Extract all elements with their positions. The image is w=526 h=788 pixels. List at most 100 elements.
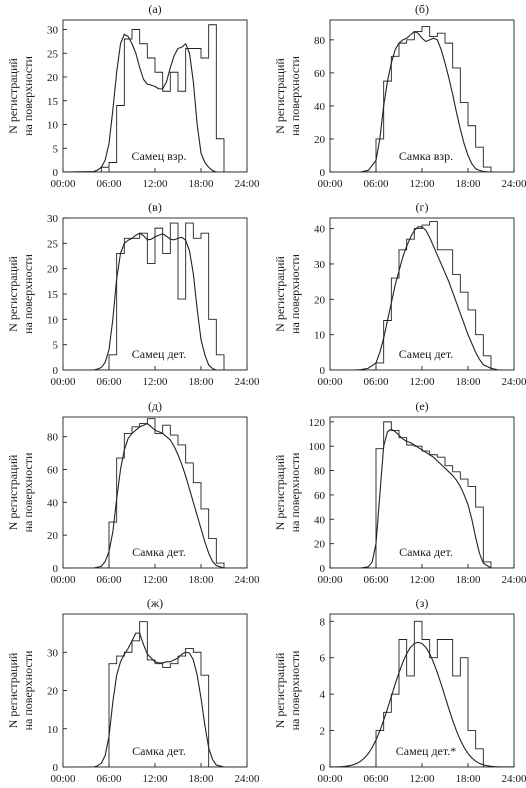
x-tick-label: 12:00 xyxy=(142,773,168,785)
x-tick-label: 12:00 xyxy=(409,574,435,586)
smoothed-curve xyxy=(330,31,514,172)
y-axis-label: N регистрацийна поверхности xyxy=(273,254,302,334)
y-tick-label: 120 xyxy=(309,417,326,429)
y-tick-label: 25 xyxy=(47,48,59,60)
y-axis-label: N регистрацийна поверхности xyxy=(273,650,302,730)
x-tick-label: 18:00 xyxy=(455,773,481,785)
x-tick-label: 24:00 xyxy=(501,773,526,785)
smoothed-curve xyxy=(63,232,247,370)
x-tick-label: 00:00 xyxy=(317,376,343,388)
y-axis-label: N регистрацийна поверхности xyxy=(6,56,35,136)
y-tick-label: 8 xyxy=(320,616,326,628)
x-tick-label: 00:00 xyxy=(50,376,76,388)
x-tick-label: 18:00 xyxy=(188,773,214,785)
x-tick-label: 12:00 xyxy=(142,376,168,388)
x-tick-label: 06:00 xyxy=(363,773,389,785)
histogram-bin xyxy=(209,319,217,370)
histogram-steps xyxy=(330,421,514,568)
histogram-bin xyxy=(384,321,392,370)
histogram-steps xyxy=(330,26,514,172)
histogram-bin xyxy=(186,223,194,370)
panel-title: (ж) xyxy=(147,596,163,610)
y-tick-label: 40 xyxy=(314,514,326,526)
histogram-bin xyxy=(216,139,224,172)
smoothed-curve xyxy=(330,226,514,370)
x-tick-label: 06:00 xyxy=(363,376,389,388)
panel-annotation: Самка дет. xyxy=(132,545,186,559)
y-tick-label: 10 xyxy=(47,120,59,132)
panel-annotation: Самец дет.* xyxy=(396,744,456,758)
y-tick-label: 80 xyxy=(314,35,326,47)
panel-title: (б) xyxy=(415,2,429,16)
panel-3: (г) 0 10 20 30 40 00:00 06:00 12:00 18:00 24:00 N р… xyxy=(273,200,526,388)
y-axis-label: N регистрацийна поверхности xyxy=(273,452,302,532)
y-tick-label: 30 xyxy=(314,259,326,271)
y-tick-label: 40 xyxy=(314,101,326,113)
panel-0: (а) 0 5 10 15 20 25 30 00:00 06:00 12:00 18:00 24:00… xyxy=(6,2,260,190)
data-layer xyxy=(330,421,514,568)
x-tick-label: 18:00 xyxy=(455,178,481,190)
smoothed-curve xyxy=(63,423,247,568)
histogram-bin xyxy=(109,664,117,767)
data-layer xyxy=(330,26,514,172)
x-tick-label: 24:00 xyxy=(234,178,260,190)
y-axis-label-line1: N регистраций xyxy=(6,454,20,530)
x-tick-label: 18:00 xyxy=(188,574,214,586)
y-axis-label: N регистрацийна поверхности xyxy=(6,452,35,532)
x-tick-label: 24:00 xyxy=(234,773,260,785)
y-tick-label: 15 xyxy=(47,96,59,108)
y-axis-label-line2: на поверхности xyxy=(21,254,35,334)
x-tick-label: 12:00 xyxy=(142,574,168,586)
y-tick-label: 0 xyxy=(320,762,326,774)
y-tick-label: 20 xyxy=(47,72,59,84)
panel-annotation: Самец взр. xyxy=(131,149,186,163)
histogram-bin xyxy=(476,147,484,172)
x-tick-label: 06:00 xyxy=(96,376,122,388)
y-tick-label: 60 xyxy=(314,490,326,502)
y-axis-label-line2: на поверхности xyxy=(21,452,35,532)
smoothed-curve xyxy=(63,33,247,172)
x-tick-label: 00:00 xyxy=(317,178,343,190)
y-tick-label: 80 xyxy=(314,466,326,478)
panel-annotation: Самец дет. xyxy=(399,347,453,361)
histogram-bin xyxy=(384,81,392,172)
histogram-bin xyxy=(376,363,384,370)
y-axis-label-line1: N регистраций xyxy=(273,652,287,728)
histogram-bin xyxy=(201,509,209,568)
histogram-bin xyxy=(201,233,209,370)
x-tick-label: 06:00 xyxy=(363,178,389,190)
histogram-bin xyxy=(216,355,224,370)
histogram-bin xyxy=(186,648,194,767)
histogram-bin xyxy=(193,652,201,767)
x-tick-label: 12:00 xyxy=(409,376,435,388)
y-tick-label: 10 xyxy=(47,724,59,736)
data-layer xyxy=(63,222,247,370)
x-tick-label: 18:00 xyxy=(188,178,214,190)
panel-title: (г) xyxy=(416,200,429,214)
histogram-bin xyxy=(109,355,117,370)
y-tick-label: 20 xyxy=(47,264,59,276)
y-axis-label: N регистрацийна поверхности xyxy=(6,650,35,730)
x-tick-label: 18:00 xyxy=(188,376,214,388)
data-layer xyxy=(330,620,514,767)
x-tick-label: 00:00 xyxy=(50,773,76,785)
histogram-steps xyxy=(63,222,247,370)
y-tick-label: 0 xyxy=(320,563,326,575)
y-axis-label-line1: N регистраций xyxy=(273,58,287,134)
x-tick-label: 06:00 xyxy=(96,574,122,586)
histogram-steps xyxy=(330,620,514,767)
y-axis-label-line1: N регистраций xyxy=(273,256,287,332)
histogram-bin xyxy=(476,335,484,370)
y-tick-label: 30 xyxy=(47,25,59,37)
y-tick-label: 0 xyxy=(53,365,59,377)
y-axis-label-line1: N регистраций xyxy=(273,454,287,530)
histogram-bin xyxy=(468,731,476,767)
x-tick-label: 06:00 xyxy=(363,574,389,586)
histogram-steps xyxy=(63,621,247,767)
y-axis-label-line1: N регистраций xyxy=(6,652,20,728)
x-tick-label: 24:00 xyxy=(501,178,526,190)
y-tick-label: 25 xyxy=(47,238,59,250)
histogram-bin xyxy=(453,472,461,568)
y-tick-label: 6 xyxy=(320,653,326,665)
y-tick-label: 60 xyxy=(47,465,59,477)
